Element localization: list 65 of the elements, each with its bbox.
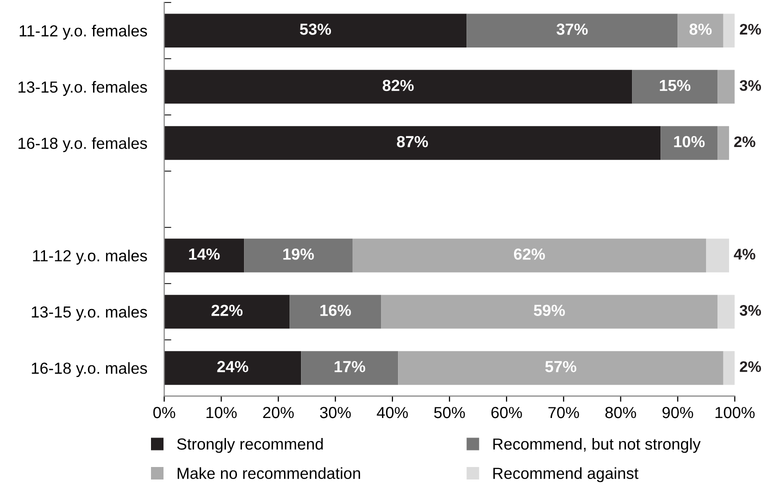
data-label: 22% [212,304,243,316]
data-label: 57% [545,360,576,372]
x-tick-label: 100% [716,406,755,418]
legend-label: Make no recommendation [178,467,360,479]
x-tick-label: 70% [548,406,580,418]
x-tick-label: 30% [320,406,351,418]
bar [723,351,735,385]
bar [632,70,718,104]
bar [164,126,661,160]
y-tick-label: 11-12 y.o. males [33,250,147,265]
data-label: 3% [740,80,762,91]
data-label: 37% [556,24,588,35]
bar [164,238,244,272]
legend-label: Strongly recommend [177,438,323,453]
x-tick-label: 60% [491,406,522,418]
bar [718,70,735,104]
x-tick-label: 80% [605,406,636,418]
x-tick-label: 20% [263,406,294,418]
bar [381,294,718,329]
x-tick-label: 40% [376,406,408,418]
data-label: 19% [283,248,314,260]
bar [244,238,352,272]
bar [164,14,467,48]
bar [164,294,290,329]
bar [301,351,398,385]
bar [164,351,302,385]
data-label: 2% [740,24,762,35]
y-tick-label: 13-15 y.o. males [32,306,147,321]
data-label: 59% [534,304,565,316]
bar [164,70,632,104]
data-label: 10% [674,136,705,148]
data-label: 87% [396,136,428,148]
bar [466,14,678,48]
data-label: 4% [734,248,756,260]
data-label: 15% [660,80,690,92]
legend-label: Recommend, but not strongly [493,438,701,453]
data-label: 82% [382,80,414,92]
bar [352,238,706,272]
bar [290,294,382,329]
y-tick-label: 16-18 y.o. females [18,137,147,152]
y-tick-label: 11-12 y.o. females [20,24,147,40]
data-label: 3% [740,305,762,316]
bar [398,351,724,385]
x-tick-label: 90% [662,406,694,418]
bar [678,14,724,48]
data-label: 53% [300,24,331,35]
bar [718,126,730,160]
x-tick-label: 50% [434,406,465,418]
data-label: 16% [320,304,351,316]
data-label: 17% [334,360,366,372]
bar [660,126,718,160]
data-label: 2% [740,361,762,372]
data-label: 62% [514,248,545,260]
y-tick-label: 16-18 y.o. males [32,362,147,378]
x-tick-label: 0% [153,406,176,418]
x-tick-label: 10% [206,406,237,418]
data-label: 8% [689,24,712,35]
data-label: 2% [734,136,756,148]
bar [706,238,730,272]
bar [718,294,735,329]
data-label: 14% [189,248,220,260]
y-tick-label: 13-15 y.o. females [18,81,147,96]
legend-label: Recommend against [493,467,638,482]
data-label: 24% [217,360,248,372]
bar [723,14,735,48]
